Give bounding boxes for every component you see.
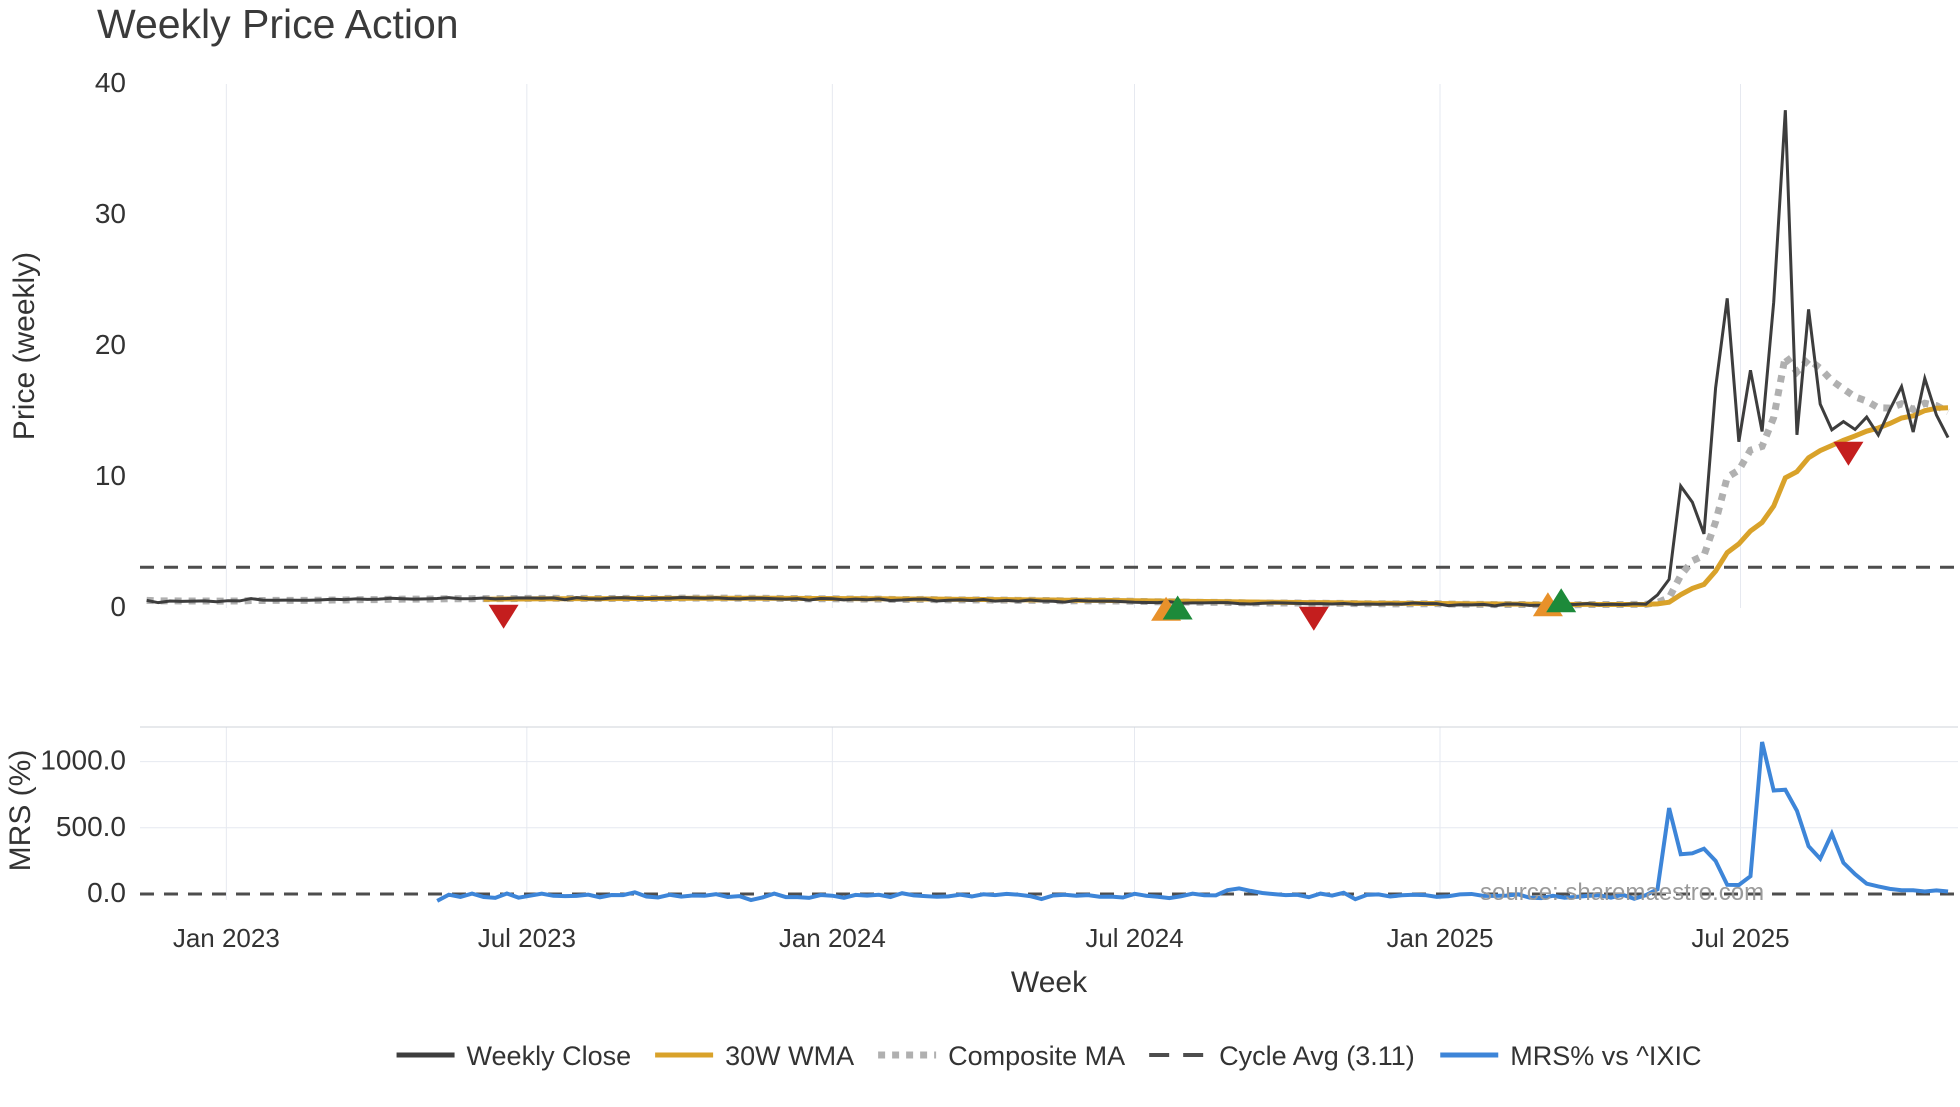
svg-text:Cycle Avg (3.11): Cycle Avg (3.11) [1219, 1041, 1415, 1071]
svg-text:30W WMA: 30W WMA [725, 1041, 854, 1071]
svg-text:Composite MA: Composite MA [948, 1041, 1125, 1071]
svg-text:500.0: 500.0 [56, 811, 126, 842]
svg-text:Price (weekly): Price (weekly) [8, 252, 41, 440]
svg-text:MRS (%): MRS (%) [4, 750, 37, 872]
svg-text:Weekly Price Action: Weekly Price Action [97, 1, 459, 47]
svg-text:40: 40 [95, 67, 126, 98]
svg-text:10: 10 [95, 460, 126, 491]
svg-text:Weekly Close: Weekly Close [467, 1041, 632, 1071]
svg-text:source: sharemaestro.com: source: sharemaestro.com [1480, 879, 1764, 906]
svg-text:0.0: 0.0 [87, 877, 126, 908]
svg-text:30: 30 [95, 198, 126, 229]
svg-text:20: 20 [95, 329, 126, 360]
svg-text:Jan 2023: Jan 2023 [173, 923, 280, 953]
svg-text:Jan 2025: Jan 2025 [1387, 923, 1494, 953]
svg-text:MRS% vs ^IXIC: MRS% vs ^IXIC [1510, 1041, 1701, 1071]
svg-text:Jul 2023: Jul 2023 [478, 923, 576, 953]
svg-text:0: 0 [110, 591, 126, 622]
svg-text:Jul 2024: Jul 2024 [1085, 923, 1183, 953]
svg-text:Jan 2024: Jan 2024 [779, 923, 886, 953]
svg-text:1000.0: 1000.0 [40, 745, 126, 776]
svg-text:Jul 2025: Jul 2025 [1691, 923, 1789, 953]
svg-text:Week: Week [1011, 966, 1088, 999]
